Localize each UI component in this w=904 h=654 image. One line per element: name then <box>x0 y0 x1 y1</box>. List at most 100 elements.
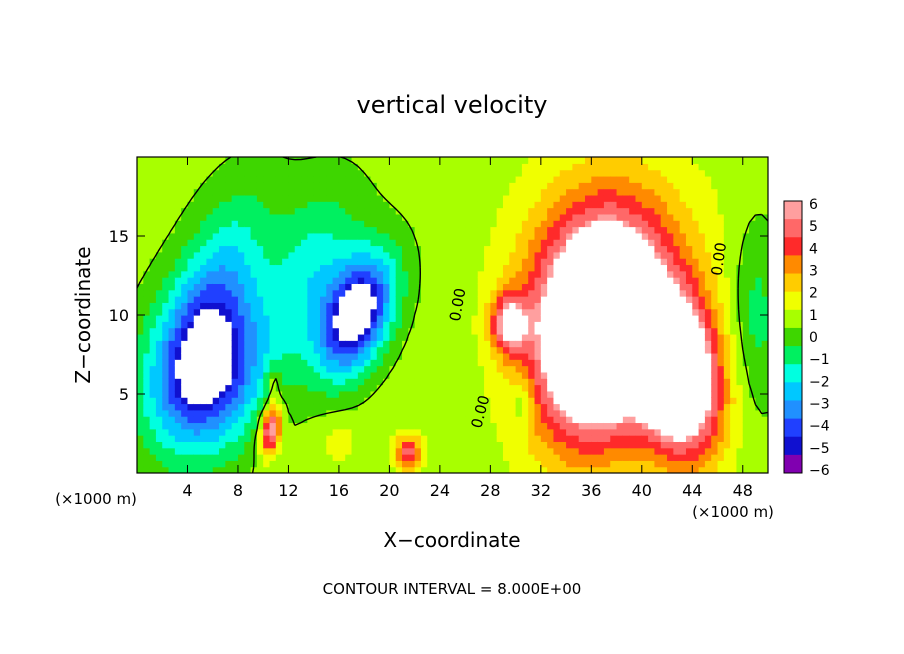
heatmap-cell <box>395 194 403 202</box>
heatmap-cell <box>351 220 359 228</box>
heatmap-cell <box>566 315 573 322</box>
heatmap-cell <box>414 169 422 177</box>
heatmap-cell <box>572 277 580 284</box>
heatmap-cell <box>622 365 630 373</box>
heatmap-cell <box>219 157 226 164</box>
heatmap-cell <box>345 428 353 436</box>
heatmap-cell <box>509 403 517 411</box>
heatmap-cell <box>559 409 567 417</box>
heatmap-cell <box>755 454 763 461</box>
heatmap-cell <box>446 201 454 209</box>
heatmap-cell <box>193 409 201 417</box>
heatmap-cell <box>559 416 567 424</box>
heatmap-cell <box>723 447 731 455</box>
heatmap-cell <box>250 296 258 303</box>
heatmap-cell <box>250 466 258 473</box>
heatmap-cell <box>496 188 504 196</box>
heatmap-cell <box>370 447 378 455</box>
heatmap-cell <box>566 289 573 297</box>
heatmap-cell <box>585 245 592 253</box>
heatmap-cell <box>578 321 586 329</box>
heatmap-cell <box>755 359 763 367</box>
heatmap-cell <box>231 333 239 341</box>
heatmap-cell <box>427 188 435 196</box>
heatmap-cell <box>345 220 353 228</box>
heatmap-cell <box>395 327 403 335</box>
heatmap-cell <box>225 258 233 266</box>
heatmap-cell <box>351 321 359 329</box>
heatmap-cell <box>755 251 763 259</box>
heatmap-cell <box>250 289 258 297</box>
heatmap-cell <box>345 251 353 259</box>
heatmap-cell <box>629 466 637 473</box>
heatmap-cell <box>370 289 378 297</box>
heatmap-cell <box>162 264 170 272</box>
heatmap-cell <box>376 346 384 354</box>
heatmap-cell <box>383 346 390 354</box>
heatmap-cell <box>433 397 441 405</box>
heatmap-cell <box>307 390 315 398</box>
heatmap-cell <box>231 359 239 367</box>
heatmap-cell <box>730 264 738 272</box>
heatmap-cell <box>168 213 176 221</box>
heatmap-cell <box>155 447 163 455</box>
heatmap-cell <box>465 302 473 310</box>
heatmap-cell <box>610 157 618 164</box>
heatmap-cell <box>622 264 630 272</box>
heatmap-cell <box>174 327 182 335</box>
heatmap-cell <box>225 384 233 392</box>
heatmap-cell <box>143 220 151 228</box>
heatmap-cell <box>572 371 580 379</box>
heatmap-cell <box>237 194 245 202</box>
heatmap-cell <box>471 327 479 335</box>
heatmap-cell <box>200 441 208 449</box>
heatmap-cell <box>547 321 555 329</box>
heatmap-cell <box>660 346 668 354</box>
heatmap-cell <box>692 435 700 442</box>
heatmap-cell <box>193 447 201 455</box>
heatmap-cell <box>521 441 529 449</box>
heatmap-cell <box>692 239 700 247</box>
heatmap-cell <box>484 454 491 461</box>
heatmap-cell <box>402 157 409 164</box>
heatmap-cell <box>402 460 409 468</box>
heatmap-cell <box>648 226 656 234</box>
heatmap-cell <box>673 409 681 417</box>
heatmap-cell <box>597 239 605 247</box>
heatmap-cell <box>313 435 321 442</box>
heatmap-cell <box>458 182 466 190</box>
heatmap-cell <box>610 327 618 335</box>
heatmap-cell <box>225 296 233 303</box>
heatmap-cell <box>282 390 290 398</box>
heatmap-cell <box>679 182 687 190</box>
heatmap-cell <box>408 435 416 442</box>
heatmap-cell <box>351 258 359 266</box>
heatmap-cell <box>496 213 504 221</box>
heatmap-cell <box>439 403 447 411</box>
heatmap-cell <box>704 441 712 449</box>
heatmap-cell <box>357 428 365 436</box>
heatmap-cell <box>477 359 485 367</box>
heatmap-cell <box>155 302 163 310</box>
heatmap-cell <box>219 232 226 240</box>
heatmap-cell <box>742 441 750 449</box>
heatmap-cell <box>717 371 725 379</box>
heatmap-cell <box>622 201 630 209</box>
heatmap-cell <box>692 175 700 183</box>
heatmap-cell <box>143 232 151 240</box>
heatmap-cell <box>502 327 510 335</box>
heatmap-cell <box>174 390 182 398</box>
heatmap-cell <box>200 365 208 373</box>
heatmap-cell <box>263 416 271 424</box>
heatmap-cell <box>597 352 605 360</box>
heatmap-cell <box>490 296 498 303</box>
heatmap-cell <box>225 422 233 430</box>
heatmap-cell <box>174 182 182 190</box>
heatmap-cell <box>200 308 208 316</box>
heatmap-cell <box>288 340 296 348</box>
heatmap-cell <box>395 321 403 329</box>
heatmap-cell <box>711 327 719 335</box>
heatmap-cell <box>452 346 460 354</box>
heatmap-cell <box>301 277 308 284</box>
heatmap-cell <box>496 422 504 430</box>
